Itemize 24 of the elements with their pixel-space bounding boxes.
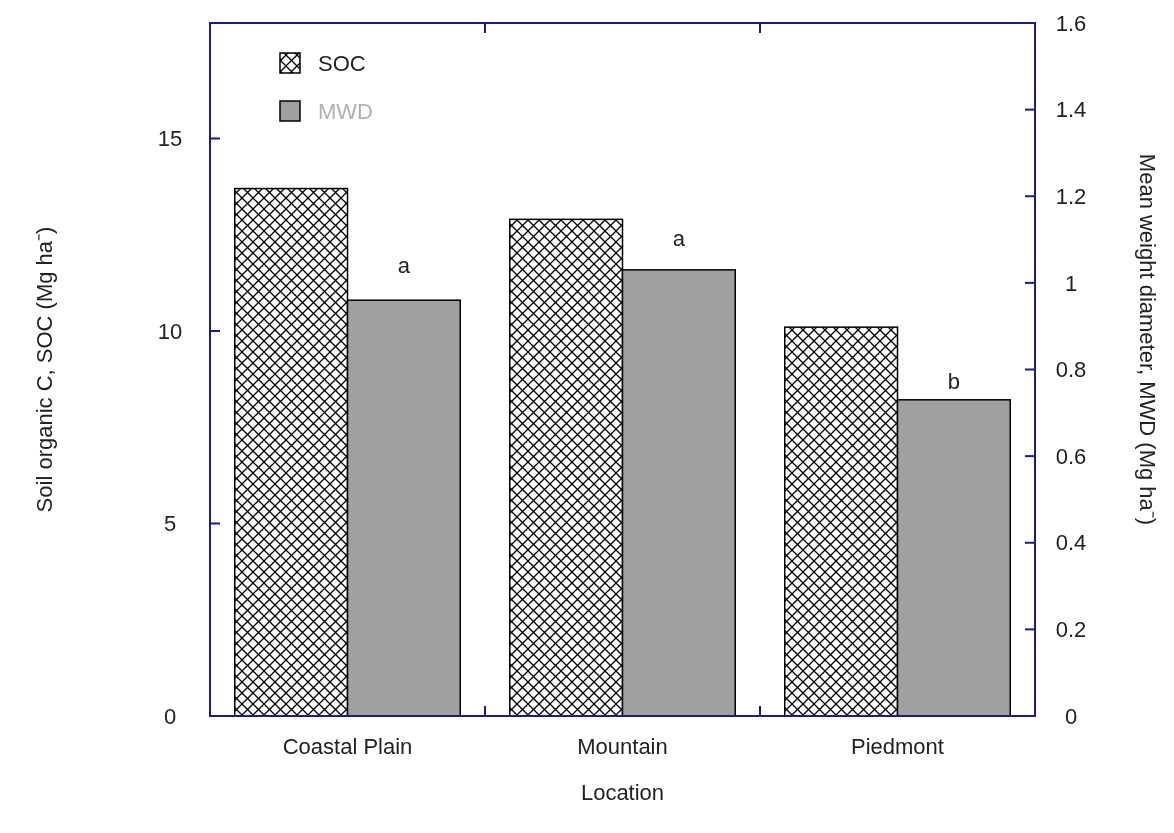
annotation: a [397, 253, 411, 279]
x-axis-title: Location [580, 780, 665, 805]
x-tick-label: Mountain [577, 734, 668, 759]
legend-label: MWD [318, 98, 373, 124]
y2-tick-label: 0.6 [1055, 443, 1087, 469]
y2-axis-title: Mean weight diameter, MWD (Mg ha⁻) [1135, 153, 1160, 526]
x-tick-label: Piedmont [851, 734, 944, 759]
annotation: a [672, 226, 686, 252]
annotation: b [947, 368, 960, 394]
y2-tick-label: 1.4 [1055, 97, 1087, 123]
legend-label: SOC [318, 50, 366, 76]
y2-tick-label: 1 [1064, 270, 1078, 296]
y-tick-label: 15 [157, 126, 183, 152]
y2-tick-label: 0 [1064, 703, 1078, 729]
y2-tick-label: 1.6 [1055, 10, 1087, 36]
y-tick-label: 0 [163, 703, 177, 729]
x-tick-label: Coastal Plain [282, 734, 413, 759]
y2-tick-label: 0.2 [1055, 617, 1087, 643]
y2-tick-label: 1.2 [1055, 183, 1087, 209]
y-axis-title: Soil organic C, SOC (Mg ha⁻) [32, 226, 57, 513]
y-tick-label: 5 [163, 511, 177, 537]
y2-tick-label: 0.4 [1055, 530, 1087, 556]
y2-tick-label: 0.8 [1055, 357, 1087, 383]
y-tick-label: 10 [157, 318, 183, 344]
